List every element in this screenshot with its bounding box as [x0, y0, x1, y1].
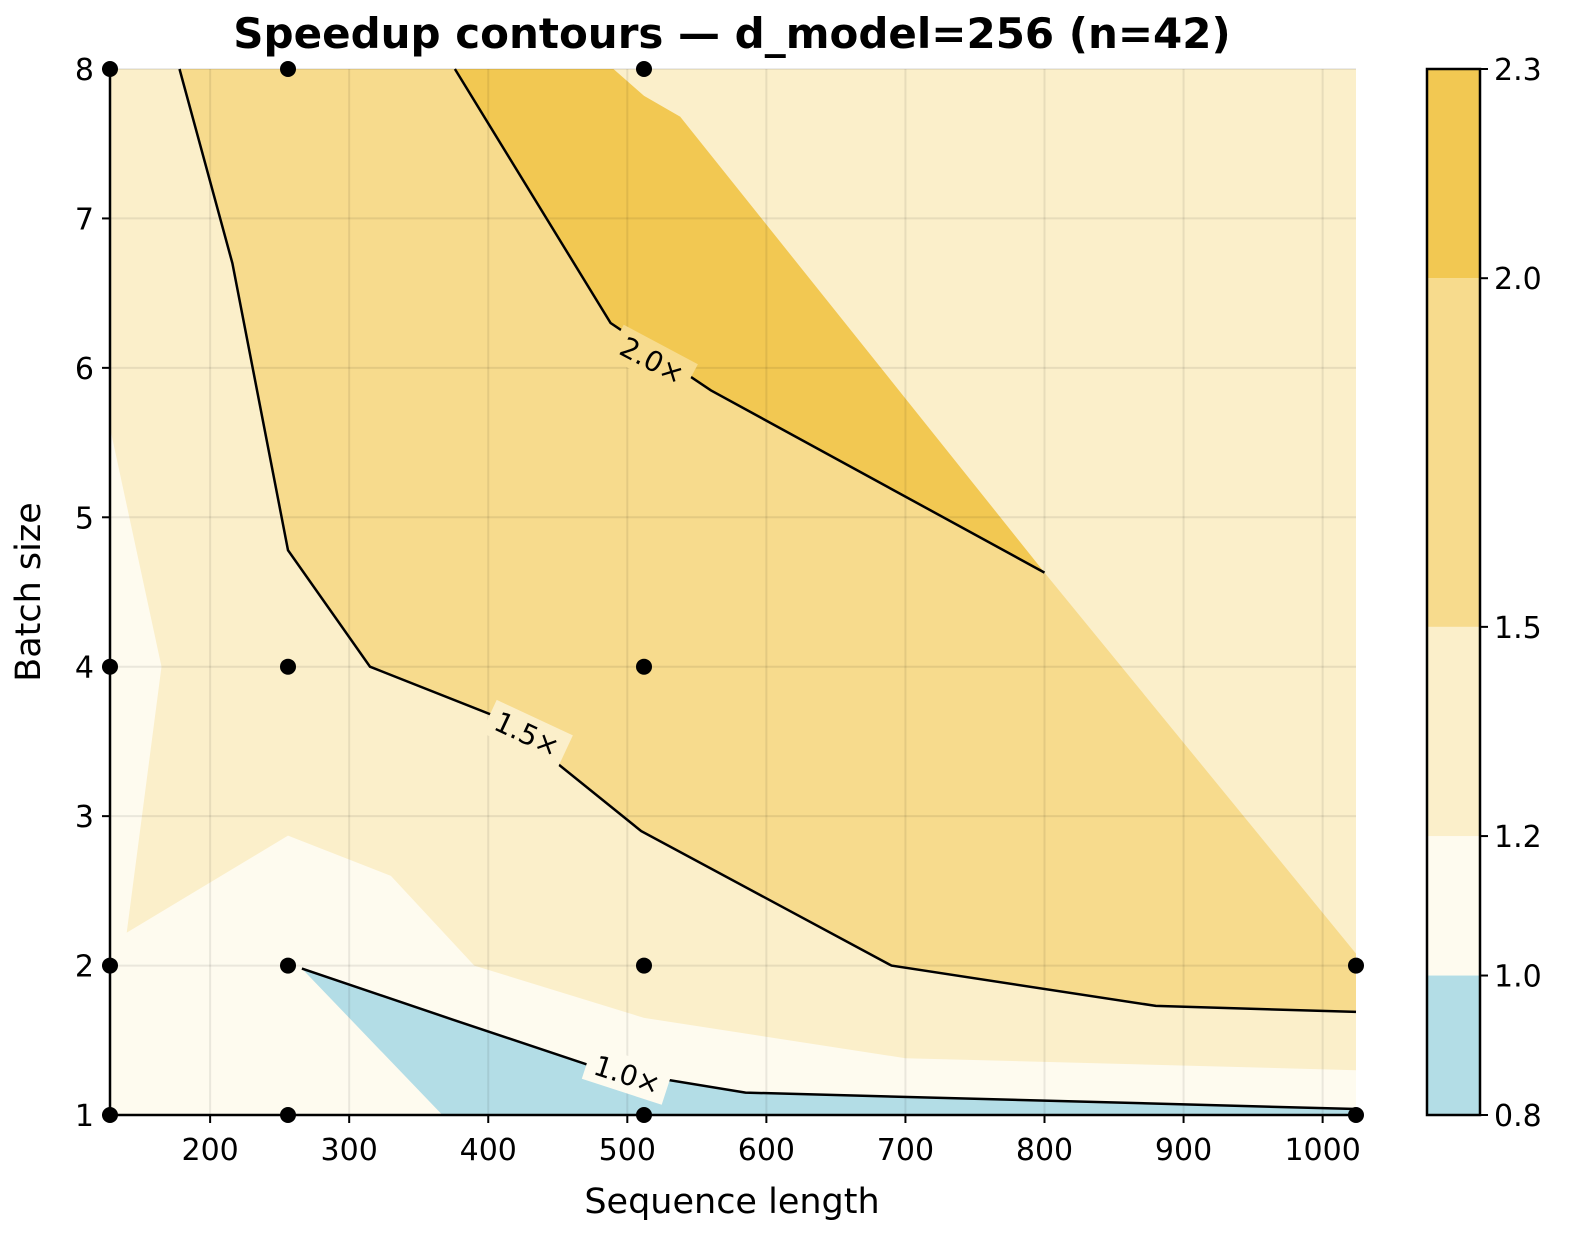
- chart-title: Speedup contours — d_model=256 (n=42): [233, 9, 1230, 58]
- scatter-point-1: [280, 61, 296, 77]
- x-axis-label: Sequence length: [584, 1182, 879, 1222]
- scatter-point-7: [280, 957, 296, 974]
- plot-area: 1.0×1.5×2.0×: [102, 61, 1364, 1123]
- colorbar-tick-label-1: 1.0: [1494, 960, 1542, 995]
- contour-band-4: [301, 968, 1356, 1115]
- scatter-point-9: [1348, 957, 1364, 974]
- x-tick-label-700: 700: [877, 1133, 934, 1168]
- grid-lines: [110, 68, 1356, 1116]
- colorbar-band-0: [1427, 975, 1480, 1115]
- x-tick-label-900: 900: [1155, 1133, 1212, 1168]
- y-axis-label: Batch size: [9, 502, 49, 682]
- colorbar-tick-label-3: 1.5: [1494, 611, 1542, 646]
- contour-label-gap-2: [606, 324, 698, 396]
- x-tick-label-400: 400: [460, 1133, 517, 1168]
- y-tick-label-2: 2: [75, 950, 94, 985]
- y-tick-label-3: 3: [75, 800, 94, 835]
- x-tick-label-500: 500: [599, 1133, 656, 1168]
- contour-bands: [110, 69, 1356, 1115]
- colorbar-band-3: [1427, 278, 1480, 627]
- contour-label-gap-1: [481, 699, 573, 769]
- y-tick-label-7: 7: [75, 202, 94, 237]
- contour-label-gap-0: [581, 1044, 673, 1105]
- colorbar-band-1: [1427, 836, 1480, 976]
- colorbar-band-2: [1427, 626, 1480, 837]
- colorbar-tick-label-2: 1.2: [1494, 820, 1542, 855]
- colorbar-frame: [1425, 67, 1482, 1117]
- scatter-point-4: [280, 658, 296, 675]
- colorbar-band-4: [1427, 69, 1480, 279]
- y-tick-label-4: 4: [75, 651, 94, 686]
- y-tick-label-5: 5: [75, 501, 94, 536]
- y-tick-label-8: 8: [75, 53, 94, 88]
- scatter-point-2: [636, 61, 652, 77]
- x-tick-label-600: 600: [738, 1133, 795, 1168]
- y-tick-label-1: 1: [75, 1099, 94, 1134]
- x-tick-label-200: 200: [181, 1133, 238, 1168]
- colorbar-tick-label-5: 2.3: [1494, 53, 1542, 88]
- axes: 200 300 400 500 600 700 800 900 1000 1 2 3 4 5 6 7 8: [75, 53, 1361, 1168]
- y-tick-label-6: 6: [75, 352, 94, 387]
- colorbar-tick-label-0: 0.8: [1494, 1099, 1542, 1134]
- colorbar-tick-label-4: 2.0: [1494, 262, 1542, 297]
- contour-line-labels: 1.0×1.5×2.0×: [481, 324, 698, 1105]
- x-tick-label-800: 800: [1016, 1133, 1073, 1168]
- scatter-point-8: [636, 957, 652, 974]
- contour-band-3: [454, 69, 1045, 573]
- x-tick-label-300: 300: [321, 1133, 378, 1168]
- x-tick-label-1000: 1000: [1284, 1133, 1360, 1168]
- colorbar: 0.8 1.0 1.2 1.5 2.0 2.3: [1425, 53, 1542, 1134]
- scatter-point-5: [636, 658, 652, 675]
- contour-band-2: [179, 69, 1356, 1012]
